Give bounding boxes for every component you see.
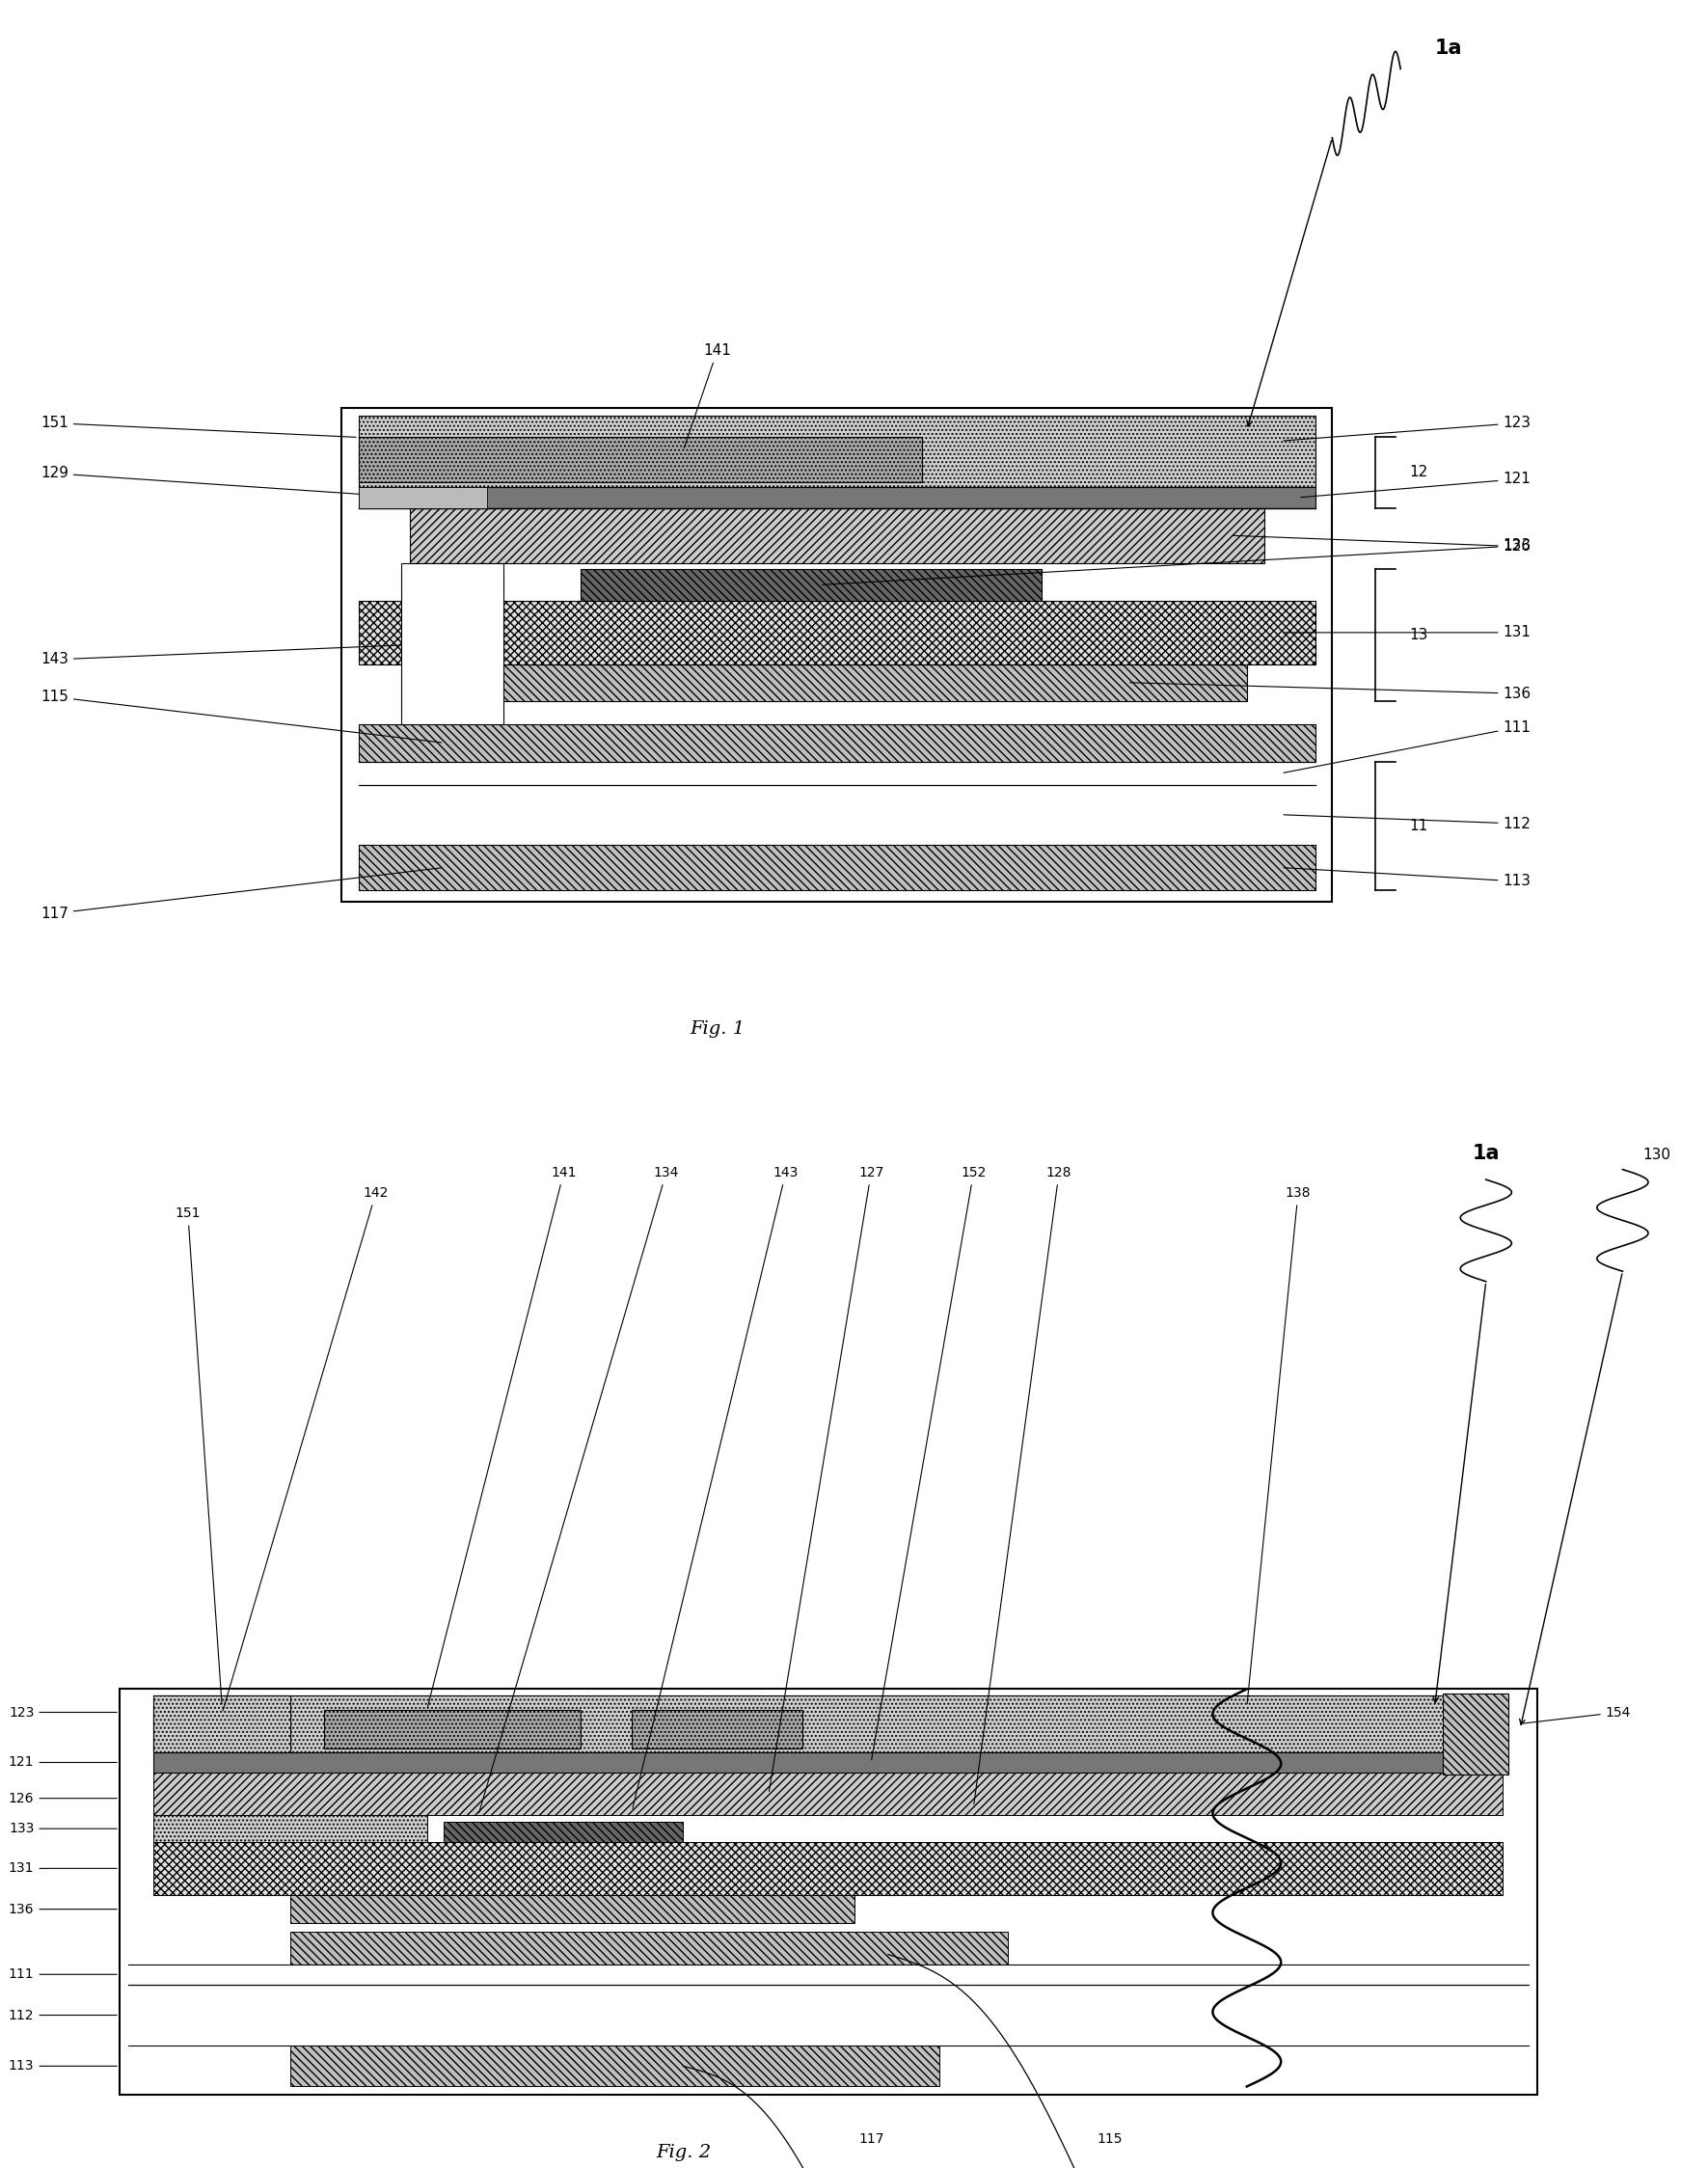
Bar xyxy=(120,1689,1537,2094)
Text: 121: 121 xyxy=(9,1756,116,1769)
Bar xyxy=(325,1708,581,1747)
Text: Fig. 2: Fig. 2 xyxy=(656,2144,711,2161)
Text: 142: 142 xyxy=(222,1186,388,1711)
Text: 151: 151 xyxy=(176,1208,222,1704)
Text: 123: 123 xyxy=(1284,416,1530,440)
Bar xyxy=(410,507,1264,564)
Bar xyxy=(359,488,1315,507)
Text: 111: 111 xyxy=(9,1969,116,1982)
Text: 154: 154 xyxy=(1524,1706,1631,1724)
Text: 126: 126 xyxy=(9,1791,116,1806)
Text: 11: 11 xyxy=(1409,820,1428,833)
Text: 136: 136 xyxy=(1131,683,1530,700)
Bar xyxy=(410,663,1247,700)
Bar xyxy=(154,1815,427,1843)
Text: 111: 111 xyxy=(1284,720,1530,772)
Text: 127: 127 xyxy=(769,1166,883,1791)
Text: 112: 112 xyxy=(1284,815,1530,830)
Text: 13: 13 xyxy=(1409,627,1428,642)
Text: 131: 131 xyxy=(9,1862,116,1875)
Text: 129: 129 xyxy=(41,466,407,496)
Bar xyxy=(359,724,1315,761)
Text: 134: 134 xyxy=(478,1166,678,1812)
Text: 121: 121 xyxy=(1301,473,1530,496)
Text: 133: 133 xyxy=(823,538,1530,585)
Bar xyxy=(154,1752,1503,1773)
Text: 112: 112 xyxy=(9,2008,116,2023)
Text: 143: 143 xyxy=(41,644,439,668)
Bar xyxy=(154,1706,290,1747)
Text: 115: 115 xyxy=(1098,2131,1122,2146)
Text: 12: 12 xyxy=(1409,464,1428,479)
Text: 131: 131 xyxy=(1284,624,1530,640)
Text: 151: 151 xyxy=(41,416,355,438)
Bar xyxy=(444,1821,683,1843)
Bar xyxy=(1443,1693,1508,1776)
Bar xyxy=(359,846,1315,891)
Bar xyxy=(290,2047,939,2086)
Text: Fig. 1: Fig. 1 xyxy=(690,1021,745,1038)
Bar xyxy=(359,416,1315,488)
Text: 138: 138 xyxy=(1247,1186,1310,1704)
Text: 113: 113 xyxy=(1284,867,1530,889)
Text: 152: 152 xyxy=(871,1166,986,1760)
Text: 130: 130 xyxy=(1643,1147,1670,1162)
Bar xyxy=(290,1932,1008,1964)
Text: 115: 115 xyxy=(41,689,441,744)
Bar xyxy=(359,785,1315,846)
Text: 1a: 1a xyxy=(1435,39,1462,59)
Bar xyxy=(342,408,1332,902)
Bar xyxy=(154,1773,1503,1815)
Bar xyxy=(359,436,922,483)
Bar xyxy=(290,1895,854,1923)
Text: 128: 128 xyxy=(974,1166,1071,1804)
Text: 141: 141 xyxy=(427,1166,576,1706)
Text: 117: 117 xyxy=(859,2131,883,2146)
Text: 113: 113 xyxy=(9,2060,116,2073)
Text: 126: 126 xyxy=(1233,535,1530,553)
Text: 143: 143 xyxy=(632,1166,798,1808)
Bar xyxy=(359,601,1315,663)
Text: 136: 136 xyxy=(9,1904,116,1917)
Bar xyxy=(359,488,487,507)
Bar xyxy=(632,1708,803,1747)
Bar xyxy=(401,564,504,724)
Bar xyxy=(154,1695,1503,1752)
Text: 123: 123 xyxy=(9,1706,116,1719)
Text: 133: 133 xyxy=(9,1821,116,1836)
Text: 141: 141 xyxy=(685,343,731,449)
Bar xyxy=(154,1695,290,1752)
Text: 117: 117 xyxy=(41,867,441,921)
Text: 1a: 1a xyxy=(1472,1145,1500,1162)
Bar xyxy=(154,1843,1503,1895)
Bar xyxy=(581,568,1042,601)
